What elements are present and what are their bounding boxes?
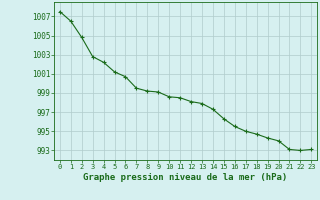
X-axis label: Graphe pression niveau de la mer (hPa): Graphe pression niveau de la mer (hPa) — [84, 173, 288, 182]
